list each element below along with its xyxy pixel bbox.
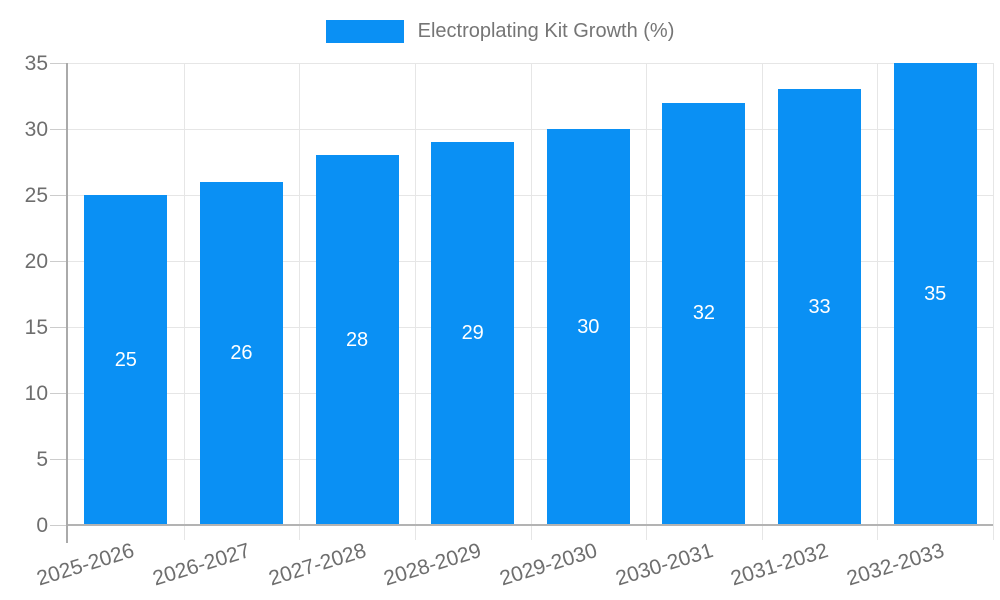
x-axis-tick-label: 2032-2033: [843, 539, 947, 591]
bar[interactable]: 33: [778, 89, 862, 525]
x-axis-tick-label: 2026-2027: [150, 539, 253, 591]
x-axis-tick-label: 2025-2026: [34, 539, 138, 591]
x-axis-tick-label: 2030-2031: [612, 539, 716, 591]
category-boundary-gridline: [877, 63, 879, 540]
y-axis-tick: [50, 261, 68, 262]
legend-label: Electroplating Kit Growth (%): [417, 20, 675, 42]
y-axis-tick-label: 0: [36, 514, 48, 537]
category-boundary-gridline: [299, 63, 301, 540]
bar[interactable]: 25: [84, 195, 168, 525]
bar-value-label: 33: [808, 295, 831, 318]
category-boundary-gridline: [993, 63, 994, 540]
bar[interactable]: 29: [431, 142, 515, 525]
x-axis-line: [68, 524, 993, 526]
category-boundary-gridline: [761, 63, 763, 540]
category-boundary-gridline: [530, 63, 532, 540]
bar[interactable]: 26: [199, 181, 283, 525]
bar-value-label: 32: [692, 302, 716, 325]
y-axis-tick-label: 30: [24, 118, 48, 141]
bar[interactable]: 32: [662, 102, 746, 525]
y-axis-tick-label: 20: [24, 250, 48, 273]
legend-swatch: [325, 20, 404, 43]
y-axis-tick: [50, 327, 68, 328]
bar-value-label: 25: [114, 348, 137, 371]
y-axis-tick-label: 5: [36, 448, 48, 471]
y-axis-tick-label: 15: [24, 316, 48, 339]
category-boundary-gridline: [646, 63, 648, 540]
y-axis-tick-label: 35: [24, 52, 48, 75]
chart-legend: Electroplating Kit Growth (%): [0, 20, 1000, 43]
bar-value-label: 35: [924, 282, 947, 305]
x-axis-tick-label: 2031-2032: [728, 539, 831, 591]
x-axis-tick-label: 2028-2029: [381, 539, 485, 591]
x-axis-tick-label: 2027-2028: [265, 539, 369, 591]
y-axis-tick: [50, 393, 68, 394]
y-axis-tick: [50, 459, 68, 460]
y-axis-tick: [50, 195, 68, 196]
y-axis-tick-label: 25: [24, 184, 48, 207]
y-axis-tick-label: 10: [24, 382, 48, 405]
y-axis-tick: [50, 129, 68, 130]
y-axis-line: [66, 63, 68, 543]
bar-value-label: 26: [230, 341, 253, 364]
y-axis-tick: [50, 525, 68, 526]
y-axis-tick: [50, 63, 68, 64]
category-boundary-gridline: [183, 63, 185, 540]
bar-value-label: 29: [461, 322, 484, 345]
x-axis-tick-label: 2029-2030: [496, 539, 600, 591]
bar[interactable]: 28: [315, 155, 399, 525]
category-boundary-gridline: [414, 63, 416, 540]
bar-value-label: 30: [577, 315, 600, 338]
bar[interactable]: 30: [546, 129, 630, 525]
bar[interactable]: 35: [893, 63, 977, 525]
bar-value-label: 28: [345, 328, 369, 351]
